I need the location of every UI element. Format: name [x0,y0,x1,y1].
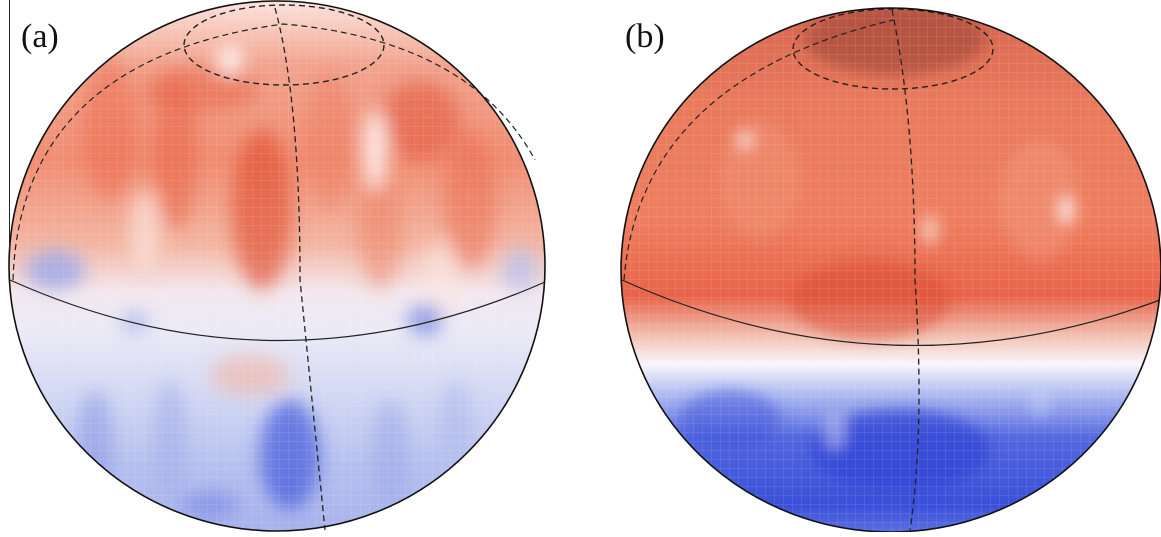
panel-label-a: (a) [21,18,59,55]
left-edge-line [9,0,10,250]
sphere-a [8,0,546,532]
panel-label-b: (b) [625,18,665,55]
sphere-b [620,7,1161,533]
